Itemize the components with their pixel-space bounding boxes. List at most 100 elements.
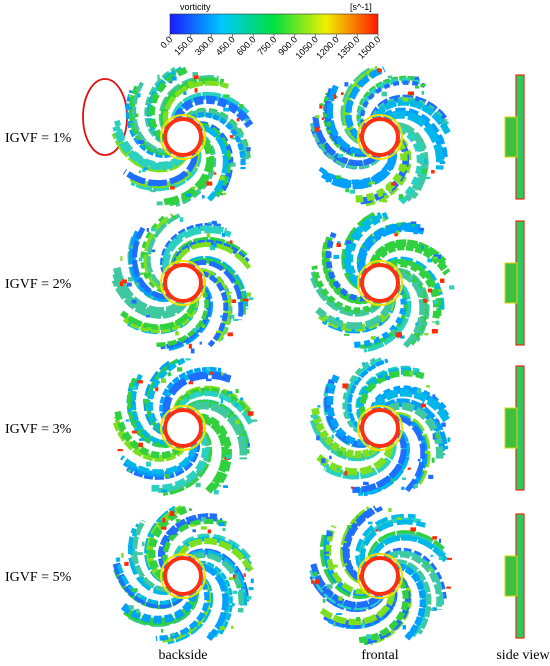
patch — [170, 530, 177, 535]
patch — [366, 634, 372, 639]
patch — [422, 620, 425, 624]
patch — [236, 117, 240, 122]
patch — [230, 162, 236, 167]
blade — [325, 232, 368, 302]
patch — [247, 443, 250, 447]
patch — [336, 317, 340, 321]
patch — [327, 383, 333, 388]
patch — [138, 170, 142, 174]
blade — [198, 121, 234, 196]
patch — [436, 419, 440, 422]
patch — [138, 257, 143, 262]
patch — [124, 561, 129, 566]
patch — [131, 386, 137, 391]
colorbar — [169, 13, 379, 35]
patch — [206, 181, 213, 186]
patch — [433, 254, 440, 257]
patch — [322, 248, 325, 253]
patch — [401, 486, 405, 490]
patch — [138, 442, 143, 448]
patch — [322, 598, 326, 603]
colorbar-tick-label: 0.0 — [158, 34, 174, 50]
colorbar-tick-label: 300.0 — [193, 34, 216, 57]
blade — [191, 259, 244, 321]
blade — [386, 551, 443, 610]
patch — [122, 435, 128, 439]
impeller-contour — [111, 66, 254, 208]
patch — [320, 103, 324, 106]
blade — [373, 99, 451, 135]
patch — [229, 135, 234, 139]
patch — [326, 531, 333, 537]
patch — [427, 288, 433, 293]
patch — [338, 304, 341, 310]
blade — [316, 444, 394, 476]
patch — [410, 221, 417, 225]
blade — [372, 388, 451, 424]
hub-ring — [160, 260, 206, 306]
patch — [410, 527, 416, 532]
blade — [121, 591, 199, 627]
patch — [192, 327, 197, 332]
patch — [206, 366, 210, 370]
patch — [155, 387, 159, 392]
blade — [371, 534, 449, 564]
patch — [232, 299, 237, 303]
patch — [391, 182, 396, 186]
patch — [171, 632, 175, 637]
patch — [449, 285, 455, 290]
patch — [417, 458, 421, 462]
impeller-contour — [112, 357, 258, 496]
patch — [196, 326, 199, 331]
blade — [131, 81, 169, 154]
patch — [131, 556, 137, 561]
patch — [142, 398, 147, 404]
patch — [396, 517, 402, 520]
patch — [355, 378, 359, 381]
hub-ring — [357, 260, 403, 306]
patch — [431, 329, 438, 334]
impeller-contour — [310, 211, 455, 353]
patch — [324, 551, 329, 554]
patch — [336, 613, 342, 616]
blade — [163, 80, 229, 126]
patch — [159, 327, 162, 330]
patch — [424, 450, 431, 454]
patch — [336, 467, 340, 471]
patch — [422, 168, 428, 174]
patch — [134, 113, 139, 117]
patch — [377, 68, 382, 73]
patch — [189, 523, 196, 527]
blade — [176, 537, 254, 573]
patch — [409, 387, 415, 392]
patch — [235, 403, 238, 407]
patch — [333, 94, 337, 99]
patch — [170, 81, 173, 84]
patch — [314, 579, 320, 585]
patch — [205, 369, 209, 374]
blade — [386, 402, 444, 461]
patch — [235, 419, 240, 425]
patch — [333, 564, 338, 568]
patch — [119, 281, 124, 287]
patch — [343, 333, 350, 336]
patch — [231, 625, 234, 630]
patch — [409, 630, 415, 635]
patch — [227, 332, 233, 337]
row-label: IGVF = 1% — [5, 131, 72, 146]
row-label: IGVF = 5% — [5, 570, 72, 585]
patch — [372, 238, 377, 243]
patch — [150, 189, 156, 193]
blade — [352, 141, 408, 203]
blade — [122, 152, 199, 187]
patch — [188, 508, 192, 512]
patch — [440, 600, 444, 605]
blade — [396, 563, 427, 641]
blade — [190, 552, 245, 613]
blade — [199, 415, 229, 494]
hub — [163, 556, 203, 596]
patch — [201, 516, 206, 522]
patch — [167, 365, 170, 370]
patch — [213, 242, 217, 248]
patch — [432, 607, 437, 611]
